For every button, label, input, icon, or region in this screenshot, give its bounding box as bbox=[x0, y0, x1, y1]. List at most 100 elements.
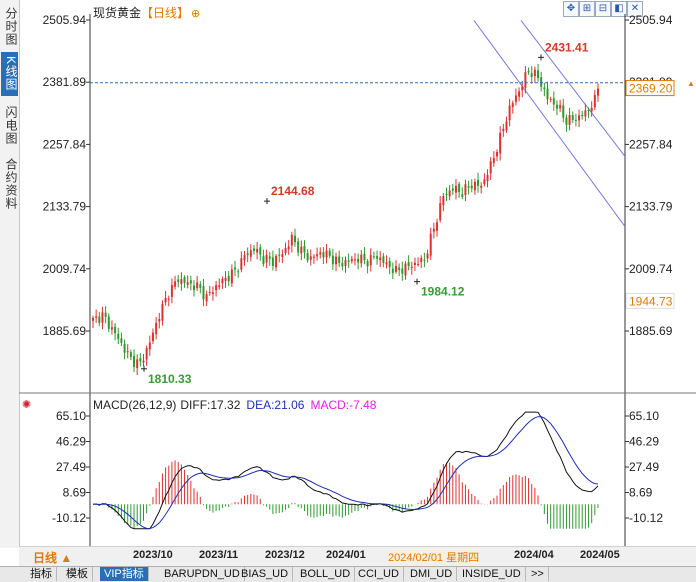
candle-body bbox=[325, 250, 328, 258]
tab-kline[interactable]: K线图 bbox=[1, 52, 18, 96]
candle-body bbox=[126, 351, 129, 353]
price-up-arrow-icon: ▲ bbox=[687, 79, 695, 88]
date-axis-bar: 日线 ▲ 2023/10 2023/11 2023/12 2024/01 202… bbox=[19, 546, 696, 567]
candle-body bbox=[363, 253, 366, 261]
tab-barupdn[interactable]: BARUPDN_UD bbox=[160, 567, 245, 581]
instrument-name: 现货黄金 bbox=[93, 6, 142, 20]
current-price-line: 2369.20 ▲ 1944.73 bbox=[90, 79, 695, 309]
candle-body bbox=[142, 360, 145, 363]
candle-body bbox=[243, 255, 246, 261]
candle-body bbox=[205, 294, 208, 302]
candle-body bbox=[445, 194, 448, 196]
settings-icon[interactable]: ⊕ bbox=[191, 8, 201, 20]
candle-body bbox=[145, 348, 148, 360]
candle-body bbox=[290, 234, 293, 246]
restore-icon[interactable]: ◧ bbox=[611, 1, 627, 17]
candle-body bbox=[249, 250, 252, 257]
current-price-label: 2369.20 bbox=[629, 82, 673, 96]
candle-body bbox=[524, 72, 527, 88]
candle-body bbox=[578, 115, 581, 121]
tab-contract-info[interactable]: 合约资料 bbox=[4, 158, 18, 210]
candle-body bbox=[505, 121, 508, 131]
candle-body bbox=[537, 70, 540, 78]
candle-body bbox=[432, 228, 435, 232]
candle-body bbox=[95, 316, 98, 318]
macd-tick-right: 8.69 bbox=[629, 485, 653, 499]
candle-body bbox=[170, 284, 173, 297]
candle-body bbox=[256, 248, 259, 253]
chart-area[interactable]: 2505.94 2381.89 2257.84 2133.79 2009.74 1885.… bbox=[0, 0, 696, 546]
trend-channel bbox=[473, 20, 626, 227]
candle-body bbox=[518, 91, 521, 97]
candle-body bbox=[401, 268, 404, 274]
tab-vip-indicators[interactable]: VIP指标 bbox=[100, 567, 149, 581]
candle-body bbox=[294, 235, 296, 243]
candle-body bbox=[458, 183, 461, 193]
tab-dmi[interactable]: DMI_UD bbox=[406, 567, 458, 581]
candle-body bbox=[461, 194, 464, 197]
tab-more[interactable]: >> bbox=[527, 567, 549, 581]
price-axis-left: 2505.94 2381.89 2257.84 2133.79 2009.74 1885.… bbox=[43, 13, 90, 338]
x-label-2023-12: 2023/12 bbox=[265, 549, 305, 561]
candle-body bbox=[483, 179, 486, 185]
y-tick-label-left: 1885.69 bbox=[43, 324, 87, 338]
y-tick-label-left: 2257.84 bbox=[43, 137, 87, 151]
candle-body bbox=[533, 69, 536, 77]
candle-body bbox=[303, 245, 306, 253]
candle-body bbox=[265, 255, 268, 263]
candle-body bbox=[436, 222, 439, 231]
tab-inside[interactable]: INSIDE_UD bbox=[458, 567, 526, 581]
channel-line-upper bbox=[520, 20, 626, 157]
candle-body bbox=[549, 98, 552, 100]
indicator-settings-icon[interactable]: ✺ bbox=[22, 399, 32, 411]
candle-body bbox=[281, 254, 284, 257]
candle-body bbox=[208, 292, 211, 294]
period-label[interactable]: 【日线】 bbox=[141, 6, 190, 20]
candle-body bbox=[237, 271, 240, 273]
crosshair-icon[interactable]: ✥ bbox=[563, 1, 579, 17]
period-select-button[interactable]: 日线 ▲ bbox=[33, 551, 73, 565]
y-tick-label-left: 2009.74 bbox=[43, 262, 87, 276]
current-price-box bbox=[625, 80, 675, 97]
crosshair-price-label: 1944.73 bbox=[629, 294, 673, 308]
tab-lightning-chart[interactable]: 闪电图 bbox=[4, 105, 18, 145]
candle-body bbox=[136, 359, 139, 369]
macd-lines bbox=[92, 411, 599, 530]
annotation-label: 1810.33 bbox=[148, 372, 192, 386]
candle-body bbox=[480, 185, 483, 188]
candle-body bbox=[546, 88, 549, 100]
tab-bias[interactable]: BIAS_UD bbox=[237, 567, 294, 581]
candle-body bbox=[543, 87, 546, 90]
zoom-in-icon[interactable]: ⊞ bbox=[579, 1, 595, 17]
candle-body bbox=[372, 256, 375, 258]
tab-indicators[interactable]: 指标 bbox=[26, 567, 57, 581]
candle-body bbox=[442, 196, 445, 206]
crosshair-price-box bbox=[625, 292, 675, 309]
candle-body bbox=[448, 190, 451, 197]
tab-boll[interactable]: BOLL_UD bbox=[296, 567, 356, 581]
x-label-2024-05: 2024/05 bbox=[580, 549, 620, 561]
candle-body bbox=[379, 257, 382, 261]
candle-body bbox=[114, 326, 117, 334]
candle-body bbox=[123, 343, 126, 353]
zoom-out-icon[interactable]: ⊟ bbox=[595, 1, 611, 17]
candle-body bbox=[129, 352, 132, 358]
candle-body bbox=[139, 358, 142, 362]
candle-body bbox=[297, 241, 300, 253]
candle-body bbox=[492, 158, 495, 164]
tab-timeshare[interactable]: 分时图 bbox=[4, 6, 18, 46]
macd-tick-left: 46.29 bbox=[56, 435, 86, 449]
candle-body bbox=[133, 356, 136, 367]
candle-body bbox=[167, 298, 170, 300]
tab-templates[interactable]: 模板 bbox=[62, 567, 93, 581]
left-tab-bar: 分时图 K线图 闪电图 合约资料 bbox=[0, 0, 20, 548]
candle-body bbox=[467, 186, 470, 188]
tab-cci[interactable]: CCI_UD bbox=[354, 567, 404, 581]
close-icon[interactable]: ✕ bbox=[627, 1, 643, 17]
candle-body bbox=[275, 256, 278, 268]
candle-body bbox=[565, 117, 568, 125]
candle-body bbox=[312, 256, 315, 258]
candle-body bbox=[413, 262, 416, 265]
candle-body bbox=[366, 261, 369, 267]
candle-body bbox=[335, 256, 338, 265]
